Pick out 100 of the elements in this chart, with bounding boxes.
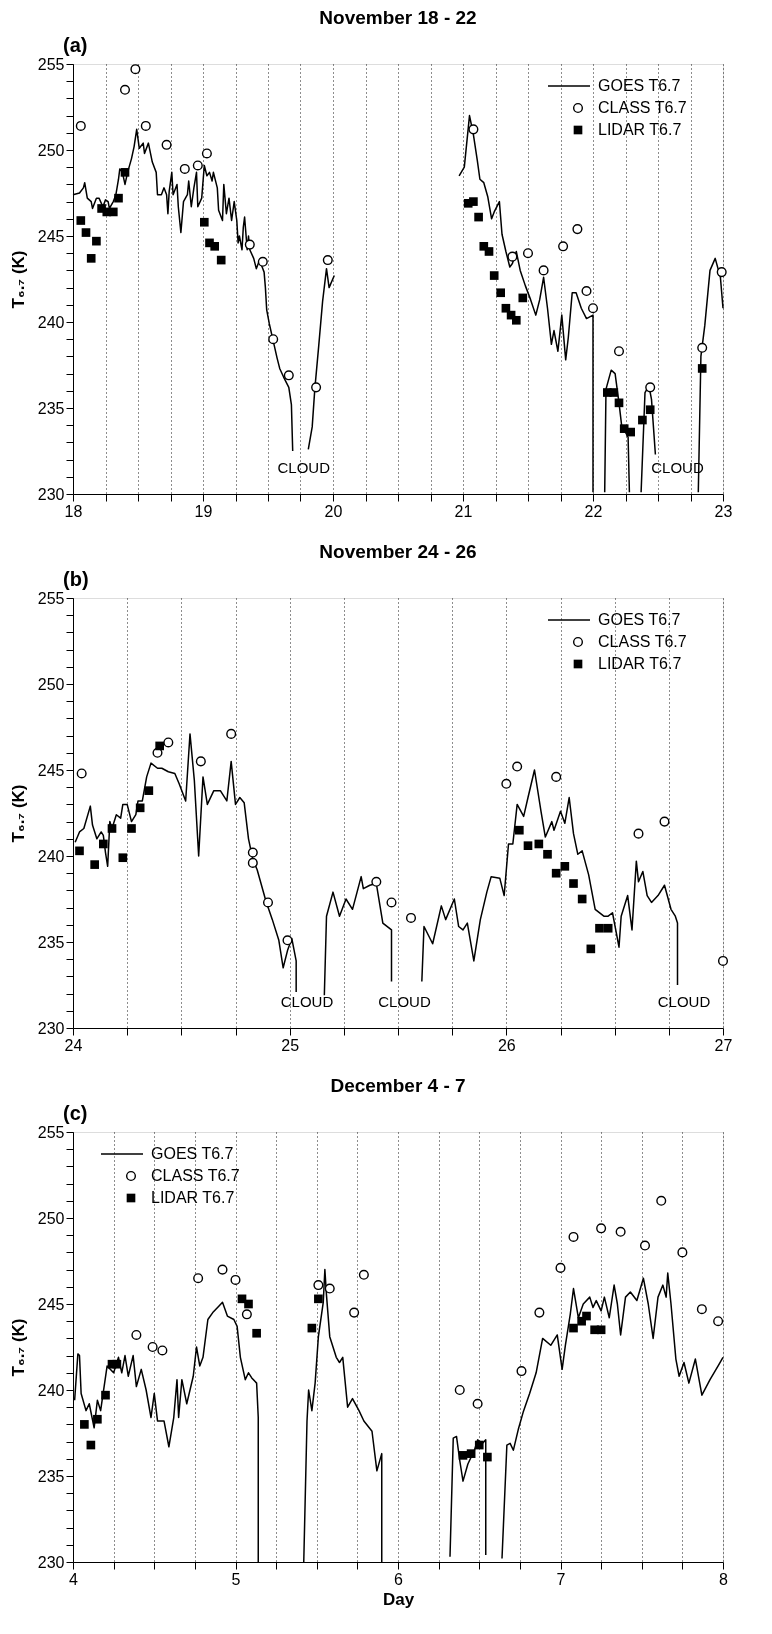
x-tick-label: 8 xyxy=(719,1570,729,1588)
x-tick-label: 22 xyxy=(584,502,603,520)
point xyxy=(101,1390,110,1400)
point xyxy=(538,265,549,276)
point xyxy=(677,1247,688,1258)
point xyxy=(474,212,483,222)
point xyxy=(458,1451,468,1460)
point xyxy=(405,912,417,923)
point xyxy=(155,741,164,751)
text: (c) xyxy=(63,1102,88,1124)
y-tick-label: 230 xyxy=(37,1019,65,1037)
y-tick-label: 240 xyxy=(37,847,65,865)
point xyxy=(626,427,636,437)
y-axis-title: T₆.₇ (K) xyxy=(8,784,28,843)
legend-label: CLASS T6.7 xyxy=(151,1167,240,1184)
y-tick-label: 235 xyxy=(37,933,65,951)
point xyxy=(147,1341,158,1353)
point xyxy=(75,120,86,131)
point xyxy=(697,342,708,353)
point xyxy=(454,1384,465,1396)
point xyxy=(311,382,322,393)
point xyxy=(257,256,268,267)
point xyxy=(716,267,727,278)
y-tick-label: 245 xyxy=(37,1295,65,1313)
point xyxy=(468,124,479,135)
point xyxy=(127,824,136,833)
point xyxy=(217,1264,228,1275)
point xyxy=(144,786,154,795)
point xyxy=(199,217,209,227)
point xyxy=(466,1449,476,1458)
y-axis-title: T₆.₇ (K) xyxy=(8,1318,28,1377)
point xyxy=(543,849,552,859)
point xyxy=(587,303,599,314)
point xyxy=(596,1223,607,1234)
point xyxy=(645,382,656,393)
point xyxy=(572,224,583,235)
point xyxy=(349,1307,360,1318)
point xyxy=(555,1262,566,1273)
point xyxy=(118,853,128,863)
y-tick-label: 250 xyxy=(37,1209,65,1227)
point xyxy=(324,1283,335,1294)
point xyxy=(179,163,190,174)
y-tick-label: 245 xyxy=(37,761,65,779)
legend-label: CLASS T6.7 xyxy=(598,99,687,116)
point xyxy=(157,1345,168,1356)
x-tick-label: 25 xyxy=(281,1036,300,1054)
point xyxy=(230,1274,241,1285)
point xyxy=(615,1226,626,1237)
chart-title: November 18 - 22 xyxy=(319,7,477,28)
point xyxy=(75,846,84,856)
point xyxy=(247,857,258,868)
legend-label: LIDAR T6.7 xyxy=(598,121,682,138)
point xyxy=(696,1304,707,1315)
legend-label: LIDAR T6.7 xyxy=(151,1189,235,1206)
point xyxy=(569,879,578,888)
point xyxy=(560,861,570,871)
x-tick-label: 4 xyxy=(69,1570,79,1588)
point xyxy=(76,768,87,779)
point xyxy=(518,293,528,303)
y-tick-label: 250 xyxy=(37,141,65,159)
point xyxy=(483,1452,492,1462)
point xyxy=(119,84,131,95)
point xyxy=(195,756,206,767)
legend-label: GOES T6.7 xyxy=(598,77,681,94)
point xyxy=(192,160,203,171)
y-tick-label: 240 xyxy=(37,313,65,331)
point xyxy=(613,346,625,357)
point xyxy=(90,860,99,869)
x-tick-label: 18 xyxy=(64,502,83,520)
point xyxy=(268,334,279,345)
y-tick-label: 230 xyxy=(37,485,65,503)
point xyxy=(568,1231,579,1242)
x-tick-label: 24 xyxy=(64,1036,83,1054)
point xyxy=(659,816,670,827)
point xyxy=(244,239,255,250)
point xyxy=(93,1414,102,1424)
y-tick-label: 230 xyxy=(37,1553,65,1571)
point xyxy=(501,778,512,789)
point xyxy=(511,315,521,325)
legend-label: LIDAR T6.7 xyxy=(598,655,682,672)
chart-title: December 4 - 7 xyxy=(330,1075,466,1096)
point xyxy=(216,255,226,265)
annotation: CLOUD xyxy=(280,993,334,1010)
point xyxy=(603,923,613,933)
point xyxy=(656,1195,667,1206)
legend-label: CLASS T6.7 xyxy=(598,633,687,650)
point xyxy=(313,1280,324,1291)
point xyxy=(241,1309,252,1320)
x-tick-label: 21 xyxy=(454,502,473,520)
point xyxy=(609,388,619,397)
point xyxy=(262,897,274,908)
point xyxy=(551,868,561,878)
point xyxy=(247,847,258,858)
y-tick-label: 245 xyxy=(37,227,65,245)
point xyxy=(283,370,294,381)
point xyxy=(515,825,524,835)
point xyxy=(713,1316,724,1327)
point xyxy=(201,148,212,159)
point xyxy=(107,824,117,833)
point xyxy=(697,364,707,373)
